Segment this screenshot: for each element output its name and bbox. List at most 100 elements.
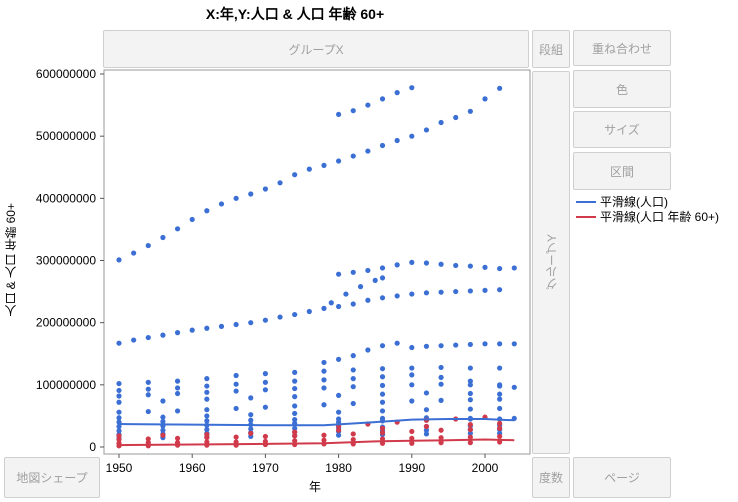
population-60-point <box>145 443 151 449</box>
population-60-point <box>438 440 444 446</box>
map-shape-zone[interactable]: 地図シェープ <box>4 457 100 498</box>
population-point <box>379 399 386 405</box>
population-point <box>350 367 356 373</box>
population-point <box>336 303 342 310</box>
population-point <box>262 404 268 410</box>
population-point <box>160 398 166 404</box>
population-60-point <box>160 432 166 438</box>
population-point <box>204 426 210 433</box>
population-point <box>482 96 488 102</box>
legend-item-population[interactable]: 平滑線(人口) <box>576 194 719 209</box>
population-point <box>409 372 415 378</box>
population-point <box>204 434 210 440</box>
population-point <box>116 380 122 387</box>
population-point <box>204 407 210 413</box>
population-point <box>453 262 459 269</box>
population-point <box>409 133 415 139</box>
population-point <box>292 420 298 426</box>
interval-zone[interactable]: 区間 <box>573 152 671 190</box>
overlay-zone[interactable]: 重ね合わせ <box>573 30 671 66</box>
population-point <box>204 325 210 331</box>
population-point <box>248 422 254 428</box>
population-point <box>497 85 503 91</box>
population-point <box>379 424 386 430</box>
population-point <box>174 226 181 232</box>
freq-zone[interactable]: 度数 <box>532 457 570 498</box>
population-point <box>174 408 181 414</box>
population-point <box>497 426 503 433</box>
population-point <box>467 341 473 348</box>
legend-item-population-60[interactable]: 平滑線(人口 年齢 60+) <box>576 209 719 224</box>
population-point <box>379 275 386 281</box>
x-tick-label: 1980 <box>325 461 352 475</box>
population-point <box>336 425 342 431</box>
population-point <box>321 359 327 366</box>
group-y-zone[interactable]: グループY <box>532 71 570 454</box>
smoother-population-line <box>118 418 515 427</box>
population-point <box>306 308 312 315</box>
population-point <box>116 431 122 438</box>
population-point <box>116 387 122 394</box>
population-point <box>438 343 444 349</box>
population-point <box>321 162 327 168</box>
population-60-point <box>321 437 327 443</box>
population-point <box>145 379 151 385</box>
population-point <box>357 284 364 290</box>
population-60-point <box>423 423 430 430</box>
page-zone[interactable]: ページ <box>573 457 671 498</box>
population-point <box>379 418 386 424</box>
population-point <box>482 287 488 293</box>
population-point <box>336 419 342 425</box>
color-zone[interactable]: 色 <box>573 70 671 108</box>
population-point <box>467 288 473 294</box>
population-point <box>248 426 254 432</box>
population-60-point <box>350 431 356 437</box>
population-point <box>350 400 356 407</box>
population-60-point <box>350 436 356 443</box>
population-60-point <box>350 441 356 447</box>
population-point <box>423 417 430 423</box>
population-point <box>336 111 342 118</box>
population-60-point <box>379 440 386 446</box>
population-point <box>497 405 503 412</box>
population-point <box>409 382 415 388</box>
population-60-point <box>292 441 298 448</box>
population-point <box>160 332 166 338</box>
population-point <box>423 415 430 421</box>
population-point <box>409 344 415 351</box>
interval-label: 区間 <box>609 164 634 179</box>
population-point <box>423 290 430 296</box>
size-zone[interactable]: サイズ <box>573 111 671 148</box>
legend-swatch-population <box>576 200 596 203</box>
population-point <box>379 96 386 102</box>
population-point <box>438 289 444 295</box>
population-point <box>423 260 430 266</box>
population-point <box>204 389 210 395</box>
population-point <box>160 234 166 241</box>
population-point <box>365 102 371 108</box>
population-point <box>292 369 298 375</box>
population-point <box>204 376 210 382</box>
population-60-point <box>321 432 327 438</box>
population-60-point <box>116 433 122 439</box>
population-60-point <box>233 434 239 440</box>
population-point <box>379 428 386 434</box>
population-point <box>160 431 166 437</box>
population-60-point <box>379 425 386 431</box>
population-point <box>233 381 239 387</box>
legend[interactable]: 平滑線(人口) 平滑線(人口 年齢 60+) <box>576 194 719 224</box>
population-point <box>336 271 342 277</box>
population-point <box>467 416 473 422</box>
population-60-point <box>204 431 210 438</box>
population-point <box>174 390 181 397</box>
population-point <box>379 343 386 349</box>
population-60-point <box>409 428 415 435</box>
population-60-point <box>497 433 503 440</box>
group-x-zone[interactable]: グループX <box>103 30 529 68</box>
y-axis-title: 人口 & 人口 年齢 60+ <box>3 203 18 317</box>
population-60-point <box>204 442 210 448</box>
population-point <box>379 374 386 380</box>
wrap-zone[interactable]: 段組 <box>532 30 570 68</box>
x-axis-title: 年 <box>308 480 321 494</box>
population-point <box>467 378 473 384</box>
